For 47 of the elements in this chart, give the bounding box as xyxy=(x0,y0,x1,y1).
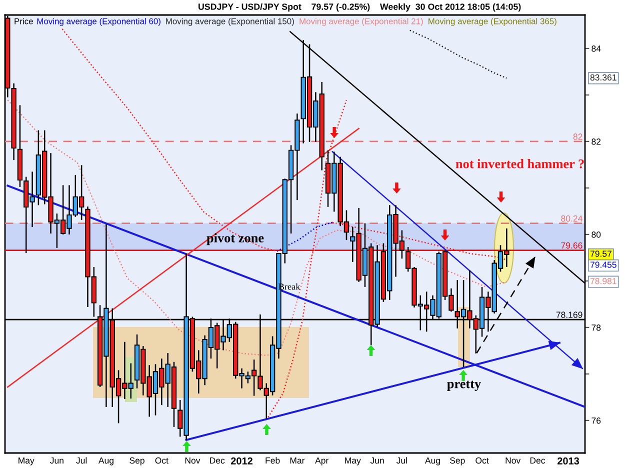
x-tick-label: Oct xyxy=(155,457,168,464)
line-series xyxy=(62,28,278,252)
line-series xyxy=(409,30,508,79)
x-tick-label: 2012 xyxy=(230,457,252,465)
ref-line-label: 78.169 xyxy=(556,312,582,318)
x-tick-label: Mar xyxy=(290,457,305,464)
x-tick-label: Sep xyxy=(450,457,465,466)
x-tick-label: Feb xyxy=(266,457,280,464)
x-tick-label: May xyxy=(345,457,361,466)
x-tick-label: Dec xyxy=(210,457,225,464)
x-tick-label: Apr xyxy=(315,457,329,466)
x-tick-label: Jun xyxy=(370,457,384,464)
ref-line-label: 79.66 xyxy=(561,242,582,249)
text: Moving average (Exponential 21) xyxy=(300,18,423,26)
x-tick-label: Jun xyxy=(50,457,64,464)
y-tick-label: 84 xyxy=(592,46,601,52)
annotation: not inverted hammer ? xyxy=(456,159,584,168)
x-tick-label: Oct xyxy=(476,457,489,464)
line-series xyxy=(276,222,334,252)
legend-label: Moving average (Exponential 365) xyxy=(428,18,556,26)
text: 79.57 xyxy=(590,250,612,257)
x-tick-label: Sep xyxy=(130,457,144,466)
x-tick-label: May xyxy=(18,457,34,466)
text: Moving average (Exponential 150) xyxy=(166,18,294,26)
text: 78.981 xyxy=(590,278,616,284)
band-label: pivot zone xyxy=(206,233,264,246)
x-tick-label: Nov xyxy=(506,457,521,464)
x-tick-label: Nov xyxy=(185,457,200,464)
x-tick-label: Jul xyxy=(76,457,87,464)
x-tick-label: Aug xyxy=(424,457,440,466)
y-tick-label: 82 xyxy=(592,138,601,145)
series-label: Price xyxy=(14,18,33,24)
ref-line-label: 80.24 xyxy=(561,215,582,222)
text: Moving average (Exponential 60) xyxy=(37,18,160,26)
y-tick-label: 76 xyxy=(592,418,601,424)
y-tick-label: 78 xyxy=(592,324,601,331)
y-tick-label: 80 xyxy=(592,232,601,238)
text: 79.455 xyxy=(590,262,616,268)
x-tick-label: Aug xyxy=(98,457,114,466)
x-tick-label: Dec xyxy=(530,457,546,464)
line-series xyxy=(332,222,508,260)
x-tick-label: Jul xyxy=(396,457,407,464)
x-tick-label: 2013 xyxy=(558,457,580,465)
annotation: pretty xyxy=(447,380,481,391)
ref-line-label: 82 xyxy=(573,134,582,140)
chart-title: USDJPY - USD/JPY Spot 79.57 (-0.25%) Weekly 30 Oct 2012 18:05 (14:05) xyxy=(198,3,521,12)
text: 83.361 xyxy=(590,74,616,81)
